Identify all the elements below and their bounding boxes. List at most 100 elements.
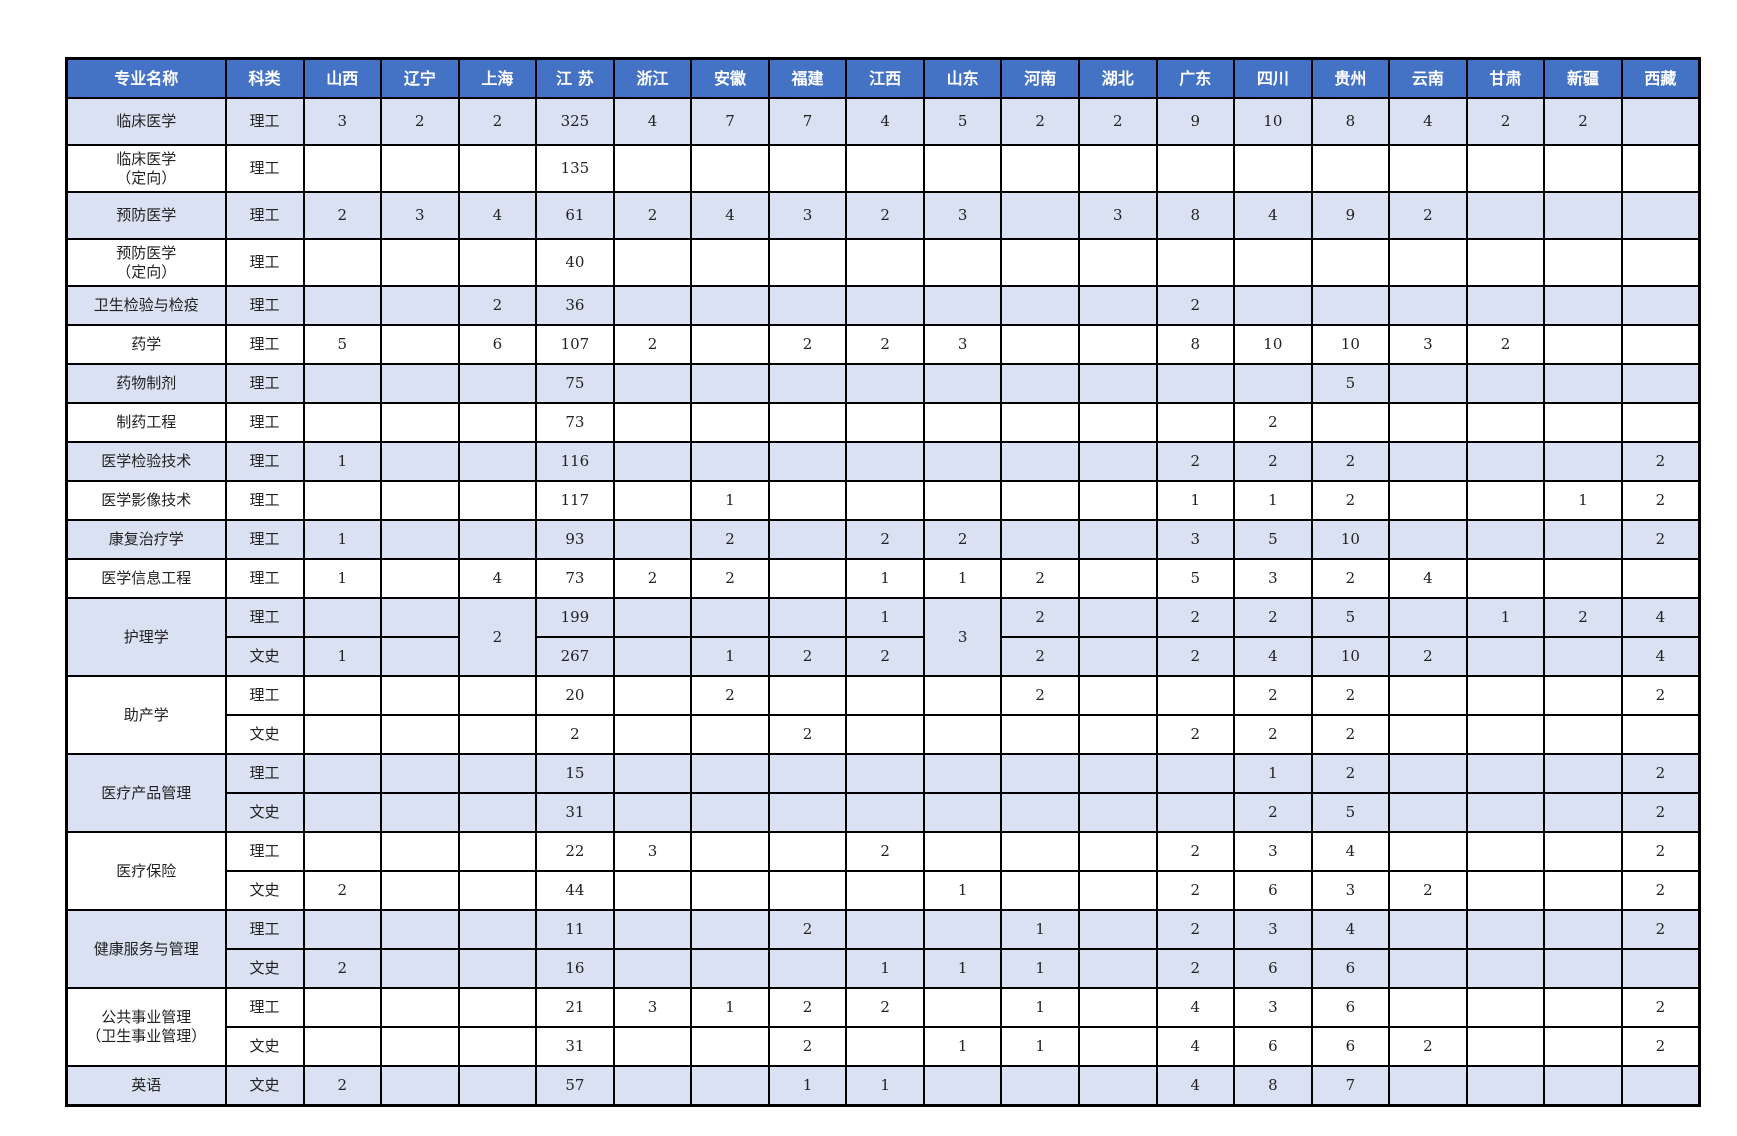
quota-cell: 10 <box>1233 97 1313 146</box>
quota-cell: 2 <box>767 987 848 1028</box>
quota-cell: 4 <box>690 191 770 240</box>
quota-cell: 2 <box>1233 675 1313 716</box>
table-row: 文史 31 2 5 2 <box>67 792 1701 833</box>
quota-cell <box>457 144 538 193</box>
quota-cell: 2 <box>1155 441 1236 482</box>
quota-cell: 2 <box>302 191 383 240</box>
quota-cell <box>1465 480 1546 521</box>
table-row: 助产学 理工 20 2 2 2 2 2 <box>65 675 1701 755</box>
quota-cell <box>690 753 770 794</box>
header-province: 安徽 <box>690 57 770 99</box>
quota-cell <box>1465 285 1546 326</box>
quota-cell <box>767 441 848 482</box>
table-row: 临床医学 理工 3 2 2 325 4 7 7 4 5 2 2 9 10 8 4 2 2 <box>65 97 1701 146</box>
quota-cell: 2 <box>1620 753 1701 794</box>
quota-cell <box>767 402 848 443</box>
quota-cell <box>1465 363 1546 404</box>
quota-cell <box>922 753 1003 794</box>
quota-cell <box>457 753 538 794</box>
quota-cell: 4 <box>1233 191 1313 240</box>
quota-cell: 2 <box>1155 285 1236 326</box>
quota-cell <box>690 714 770 755</box>
quota-cell: 2 <box>1620 1026 1701 1067</box>
quota-cell <box>922 1065 1003 1107</box>
quota-cell <box>612 363 693 404</box>
quota-cell: 2 <box>1620 870 1701 911</box>
quota-cell: 2 <box>1310 753 1391 794</box>
quota-cell <box>1233 144 1313 193</box>
table-row: 药学 理工 5 6 107 2 2 2 3 8 10 10 3 2 <box>65 324 1701 365</box>
quota-cell <box>457 948 538 989</box>
quota-cell <box>1000 480 1080 521</box>
table-row: 文史 31 2 1 1 4 6 6 2 2 <box>67 1026 1701 1067</box>
major-name-cell: 预防医学 <box>65 191 227 240</box>
quota-cell: 1 <box>1543 480 1623 521</box>
quota-cell: 2 <box>302 870 383 911</box>
quota-cell <box>1543 363 1623 404</box>
quota-cell <box>1310 285 1391 326</box>
quota-cell <box>1077 597 1158 638</box>
quota-cell <box>380 909 460 950</box>
quota-cell <box>1000 753 1080 794</box>
quota-cell: 2 <box>767 1026 848 1067</box>
quota-cell <box>845 870 925 911</box>
quota-cell: 4 <box>612 97 693 146</box>
quota-cell <box>1543 558 1623 599</box>
table-row: 文史 2 16 1 1 1 2 6 6 <box>67 948 1701 989</box>
quota-cell <box>380 238 460 287</box>
quota-cell: 6 <box>1233 1026 1313 1067</box>
quota-cell: 2 <box>1155 948 1236 989</box>
quota-cell: 1 <box>302 558 383 599</box>
quota-cell: 1 <box>690 987 770 1028</box>
quota-cell <box>1077 1026 1158 1067</box>
quota-cell: 7 <box>1310 1065 1391 1107</box>
quota-cell <box>1000 363 1080 404</box>
quota-cell <box>922 144 1003 193</box>
quota-cell: 44 <box>535 870 615 911</box>
quota-cell: 2 <box>1620 519 1701 560</box>
quota-cell <box>1388 480 1468 521</box>
quota-cell <box>1543 987 1623 1028</box>
quota-cell: 7 <box>690 97 770 146</box>
quota-cell <box>1620 714 1701 755</box>
category-cell: 文史 <box>224 1026 305 1067</box>
quota-cell: 1 <box>1233 480 1313 521</box>
quota-cell <box>1077 948 1158 989</box>
quota-cell: 1 <box>845 1065 925 1107</box>
quota-cell: 1 <box>1000 948 1080 989</box>
quota-cell <box>612 402 693 443</box>
quota-cell: 2 <box>1233 714 1313 755</box>
quota-cell: 2 <box>1310 441 1391 482</box>
quota-cell <box>1233 363 1313 404</box>
quota-cell: 2 <box>1620 792 1701 833</box>
quota-cell <box>380 1065 460 1107</box>
table-row: 医疗保险 理工 22 3 2 2 3 4 2 <box>65 831 1701 911</box>
quota-cell <box>1155 675 1236 716</box>
quota-cell <box>1465 948 1546 989</box>
quota-cell <box>1000 519 1080 560</box>
quota-cell: 2 <box>1077 97 1158 146</box>
category-cell: 理工 <box>224 144 305 193</box>
quota-cell: 5 <box>1310 363 1391 404</box>
quota-cell <box>302 792 383 833</box>
quota-cell <box>1465 636 1546 677</box>
quota-cell: 2 <box>1620 441 1701 482</box>
quota-cell <box>1077 363 1158 404</box>
quota-cell: 4 <box>1620 597 1701 638</box>
quota-cell <box>1000 1065 1080 1107</box>
quota-cell <box>1077 1065 1158 1107</box>
quota-cell <box>845 285 925 326</box>
quota-cell: 2 <box>1310 714 1391 755</box>
quota-cell <box>922 909 1003 950</box>
quota-cell: 1 <box>845 948 925 989</box>
quota-cell: 3 <box>302 97 383 146</box>
quota-cell: 4 <box>1155 987 1236 1028</box>
quota-cell <box>302 480 383 521</box>
quota-cell: 4 <box>1155 1026 1236 1067</box>
quota-cell: 4 <box>1310 831 1391 872</box>
quota-cell: 11 <box>535 909 615 950</box>
quota-cell: 2 <box>1465 324 1546 365</box>
quota-cell <box>612 792 693 833</box>
quota-cell: 2 <box>1310 480 1391 521</box>
quota-cell: 116 <box>535 441 615 482</box>
